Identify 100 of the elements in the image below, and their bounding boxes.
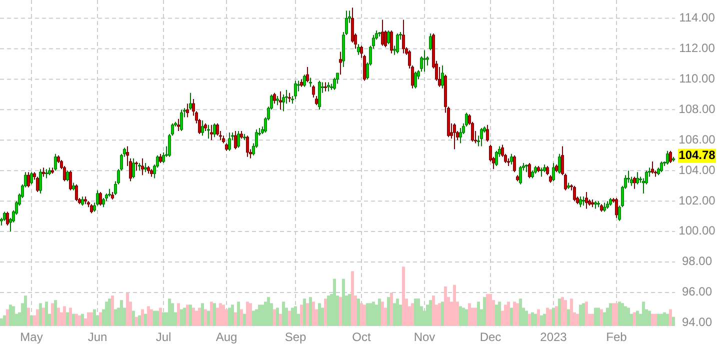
candlestick bbox=[36, 176, 39, 192]
candlestick bbox=[66, 170, 69, 182]
candlestick bbox=[189, 92, 192, 110]
candlestick bbox=[210, 124, 213, 141]
candlestick bbox=[39, 168, 42, 194]
candlestick bbox=[306, 66, 309, 83]
candlestick bbox=[495, 150, 498, 167]
candlestick bbox=[180, 109, 183, 132]
candlestick bbox=[636, 172, 639, 185]
candlestick bbox=[573, 185, 576, 202]
candlestick bbox=[102, 198, 105, 208]
candlestick bbox=[546, 166, 549, 176]
candlestick bbox=[42, 167, 45, 178]
candlestick bbox=[582, 196, 585, 206]
candlestick bbox=[552, 162, 555, 182]
candlestick bbox=[144, 162, 147, 173]
candlestick bbox=[660, 160, 663, 173]
candlestick bbox=[414, 71, 417, 89]
candlestick bbox=[402, 19, 405, 54]
candlestick bbox=[333, 77, 336, 90]
x-tick-label: Feb bbox=[606, 330, 628, 344]
candlestick bbox=[6, 211, 9, 226]
y-tick-label: 98.00 bbox=[682, 254, 712, 268]
candlestick bbox=[303, 74, 306, 88]
candlestick bbox=[234, 130, 237, 150]
candlestick bbox=[273, 92, 276, 104]
candlestick bbox=[27, 172, 30, 188]
candlestick bbox=[513, 154, 516, 173]
x-tick-label: Dec bbox=[480, 330, 502, 344]
candlestick bbox=[510, 153, 513, 166]
candlestick bbox=[3, 211, 6, 222]
candlestick bbox=[45, 168, 48, 179]
y-tick-label: 112.00 bbox=[679, 40, 716, 55]
candlestick bbox=[633, 176, 636, 190]
text: 104.78 bbox=[678, 148, 716, 162]
candlestick bbox=[459, 127, 462, 144]
y-tick-label: 104.00 bbox=[678, 162, 716, 177]
candlestick bbox=[453, 122, 456, 150]
candlestick bbox=[558, 153, 561, 174]
candlestick bbox=[381, 19, 384, 46]
candlestick bbox=[246, 135, 249, 158]
candlestick bbox=[390, 30, 393, 54]
y-tick-label: 108.00 bbox=[678, 102, 716, 116]
candlestick bbox=[615, 198, 618, 218]
candlestick bbox=[315, 95, 318, 106]
candlestick bbox=[312, 84, 315, 98]
candlestick bbox=[486, 124, 489, 142]
candlestick bbox=[177, 118, 180, 132]
y-tick-label: 94.00 bbox=[682, 315, 712, 330]
candlestick bbox=[288, 92, 291, 103]
y-tick-label: 96.00 bbox=[682, 284, 712, 299]
candlestick bbox=[423, 50, 426, 72]
candlestick bbox=[387, 30, 390, 45]
y-tick-label: 102.00 bbox=[678, 193, 716, 208]
candlestick bbox=[540, 167, 543, 178]
candlestick bbox=[213, 122, 216, 138]
candlestick bbox=[54, 153, 57, 172]
candlestick bbox=[429, 33, 432, 51]
x-tick-label: Oct bbox=[352, 330, 372, 344]
candlestick bbox=[99, 191, 102, 206]
x-tick-label: May bbox=[20, 330, 43, 344]
candlestick bbox=[159, 153, 162, 164]
candlestick bbox=[585, 191, 588, 210]
candlestick bbox=[441, 65, 444, 89]
y-tick-label: 110.00 bbox=[679, 71, 716, 86]
candlestick bbox=[201, 120, 204, 136]
candlestick bbox=[228, 132, 231, 152]
candlestick bbox=[132, 158, 135, 179]
candlestick bbox=[357, 44, 360, 56]
candlestick bbox=[207, 124, 210, 140]
x-tick-label: Jul bbox=[156, 330, 172, 344]
candlestick bbox=[480, 127, 483, 147]
y-tick-label: 114.00 bbox=[679, 10, 716, 24]
candlestick bbox=[309, 77, 312, 88]
candlestick bbox=[627, 170, 630, 184]
x-tick-label: Sep bbox=[284, 330, 306, 344]
candlestick bbox=[651, 160, 654, 174]
candlestick bbox=[324, 82, 327, 92]
candlestick bbox=[603, 202, 606, 212]
candlestick bbox=[294, 80, 297, 100]
candlestick bbox=[279, 90, 282, 110]
candlestick bbox=[216, 122, 219, 136]
candlestick bbox=[186, 103, 189, 118]
x-tick-label: 2023 bbox=[540, 330, 568, 344]
candlestick bbox=[237, 130, 240, 148]
x-tick-label: Nov bbox=[414, 330, 436, 344]
x-tick-label: Jun bbox=[88, 330, 108, 344]
candlestick bbox=[666, 150, 669, 166]
candlestick bbox=[30, 172, 33, 185]
candlestick bbox=[669, 150, 672, 164]
candlestick bbox=[528, 162, 531, 179]
candlestick bbox=[579, 196, 582, 208]
candlestick bbox=[327, 82, 330, 92]
candlestick bbox=[396, 33, 399, 54]
candlestick bbox=[276, 95, 279, 106]
x-tick-label: Aug bbox=[216, 330, 238, 344]
candlestick bbox=[282, 94, 285, 112]
candlestick bbox=[141, 158, 144, 176]
candlestick bbox=[135, 160, 138, 172]
candlestick bbox=[90, 204, 93, 214]
